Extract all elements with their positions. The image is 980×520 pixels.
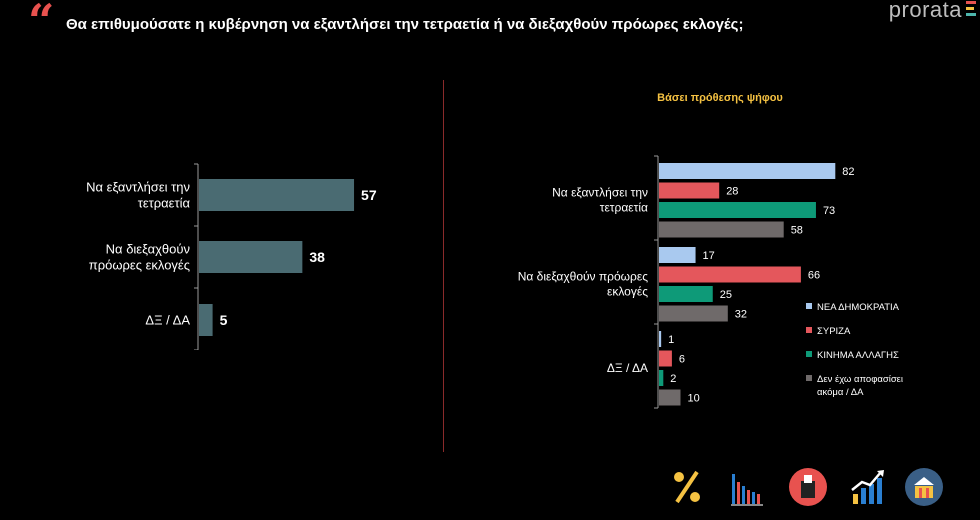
right-bar xyxy=(659,182,720,199)
right-bar xyxy=(659,247,696,263)
right-value-label: 1 xyxy=(668,334,674,346)
right-value-label: 82 xyxy=(842,166,854,178)
right-value-label: 28 xyxy=(726,186,738,198)
right-bar xyxy=(659,370,664,386)
right-value-label: 58 xyxy=(791,225,803,237)
ballot-box-icon xyxy=(789,468,827,506)
left-value-label: 5 xyxy=(220,312,228,328)
right-bar xyxy=(659,305,728,322)
legend-label: ΝΕΑ ΔΗΜΟΚΡΑΤΙΑ xyxy=(817,302,900,313)
right-bar xyxy=(659,163,836,179)
right-value-label: 6 xyxy=(679,354,685,366)
right-category-label: ΔΞ / ΔΑ xyxy=(607,361,648,375)
footer-icons xyxy=(668,466,958,512)
chart-subtitle: Βάσει πρόθεσης ψήφου xyxy=(657,92,783,104)
right-category-label: Να εξαντλήσει την τετραετία xyxy=(552,186,648,215)
prorata-logo: prorata xyxy=(889,0,962,23)
parliament-icon xyxy=(905,468,943,506)
right-value-label: 10 xyxy=(688,393,700,405)
right-bar xyxy=(659,202,816,218)
left-bar xyxy=(199,179,355,211)
legend-swatch xyxy=(806,327,812,333)
right-value-label: 2 xyxy=(670,373,676,385)
right-bar xyxy=(659,221,784,238)
left-category-label: ΔΞ / ΔΑ xyxy=(145,313,190,328)
right-bar xyxy=(659,350,672,367)
legend-swatch xyxy=(806,351,812,357)
logo-text: prorata xyxy=(888,0,962,22)
left-category-label: Να εξαντλήσει την τετραετία xyxy=(86,180,190,211)
right-bar xyxy=(659,266,801,283)
left-value-label: 38 xyxy=(309,249,325,265)
page-title: Θα επιθυμούσατε η κυβέρνηση να εξαντλήσε… xyxy=(66,16,744,33)
logo-bars-icon xyxy=(966,1,976,17)
growth-chart-icon xyxy=(851,470,884,504)
right-bar xyxy=(659,331,662,347)
left-category-label: Να διεξαχθούν πρόωρες εκλογές xyxy=(89,242,190,273)
legend-swatch xyxy=(806,375,812,381)
right-category-label: Να διεξαχθούν πρόωρες εκλογές xyxy=(518,270,648,299)
right-value-label: 25 xyxy=(720,289,732,301)
right-bar xyxy=(659,286,713,302)
left-bar xyxy=(199,241,303,273)
right-value-label: 32 xyxy=(735,309,747,321)
left-value-label: 57 xyxy=(361,187,377,203)
vote-intention-bar-chart: Να εξαντλήσει την τετραετία 82 28 73 58 Να διε… xyxy=(518,155,903,409)
legend-swatch xyxy=(806,303,812,309)
total-bar-chart: Να εξαντλήσει την τετραετία 57 Να διεξαχθού… xyxy=(86,163,377,350)
left-bar xyxy=(199,304,213,336)
right-bar xyxy=(659,389,681,406)
percent-icon xyxy=(674,470,700,504)
right-value-label: 66 xyxy=(808,270,820,282)
right-value-label: 73 xyxy=(823,205,835,217)
bar-chart-icon xyxy=(731,474,763,506)
legend-label: Δεν έχω αποφασίσει ακόμα / ΔΑ xyxy=(817,374,903,398)
quote-mark-icon: “ xyxy=(28,0,55,48)
section-divider xyxy=(443,80,444,452)
right-value-label: 17 xyxy=(703,250,715,262)
legend-label: ΣΥΡΙΖΑ xyxy=(817,326,851,337)
legend-label: ΚΙΝΗΜΑ ΑΛΛΑΓΗΣ xyxy=(817,350,899,361)
